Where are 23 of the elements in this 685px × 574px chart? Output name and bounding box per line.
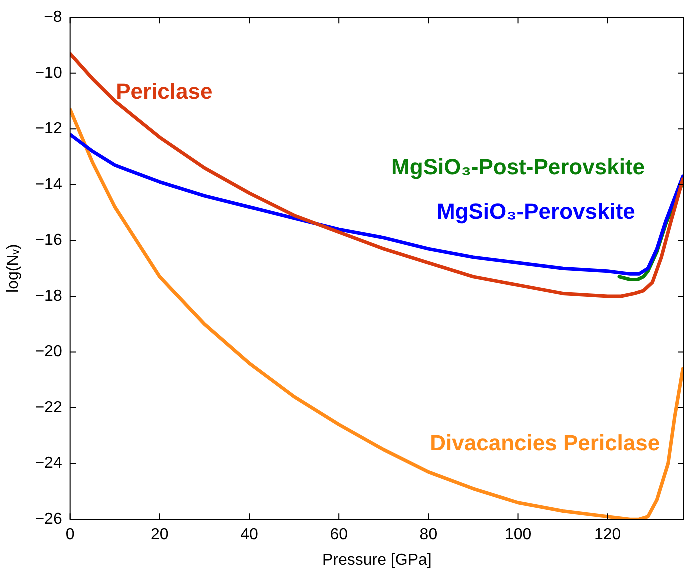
y-tick-label: −22 — [35, 399, 62, 416]
x-tick-label: 100 — [504, 526, 532, 544]
x-tick-label: 20 — [151, 526, 169, 544]
series-label: Periclase — [116, 78, 213, 104]
series-label: MgSiO₃-Post-Perovskite — [392, 154, 645, 180]
x-tick-label: 60 — [330, 526, 348, 544]
x-tick-label: 40 — [240, 526, 259, 544]
y-tick-label: −26 — [35, 511, 62, 528]
series-label: MgSiO₃-Perovskite — [436, 198, 636, 224]
y-tick-label: −16 — [35, 232, 62, 250]
series-label: Divacancies Periclase — [430, 430, 660, 456]
x-axis-title: Pressure [GPa] — [322, 552, 432, 569]
y-tick-label: −14 — [35, 176, 62, 194]
y-tick-label: −12 — [35, 120, 62, 138]
y-tick-label: −20 — [35, 344, 62, 361]
x-tick-label: 80 — [420, 526, 438, 544]
y-tick-label: −10 — [35, 64, 62, 82]
y-axis-title: log(Nᵥ) — [5, 244, 22, 293]
x-tick-label: 120 — [594, 526, 622, 544]
x-tick-label: 0 — [66, 526, 75, 544]
y-tick-label: −24 — [35, 455, 62, 472]
y-tick-label: −18 — [35, 288, 62, 305]
y-tick-label: −8 — [44, 9, 62, 26]
